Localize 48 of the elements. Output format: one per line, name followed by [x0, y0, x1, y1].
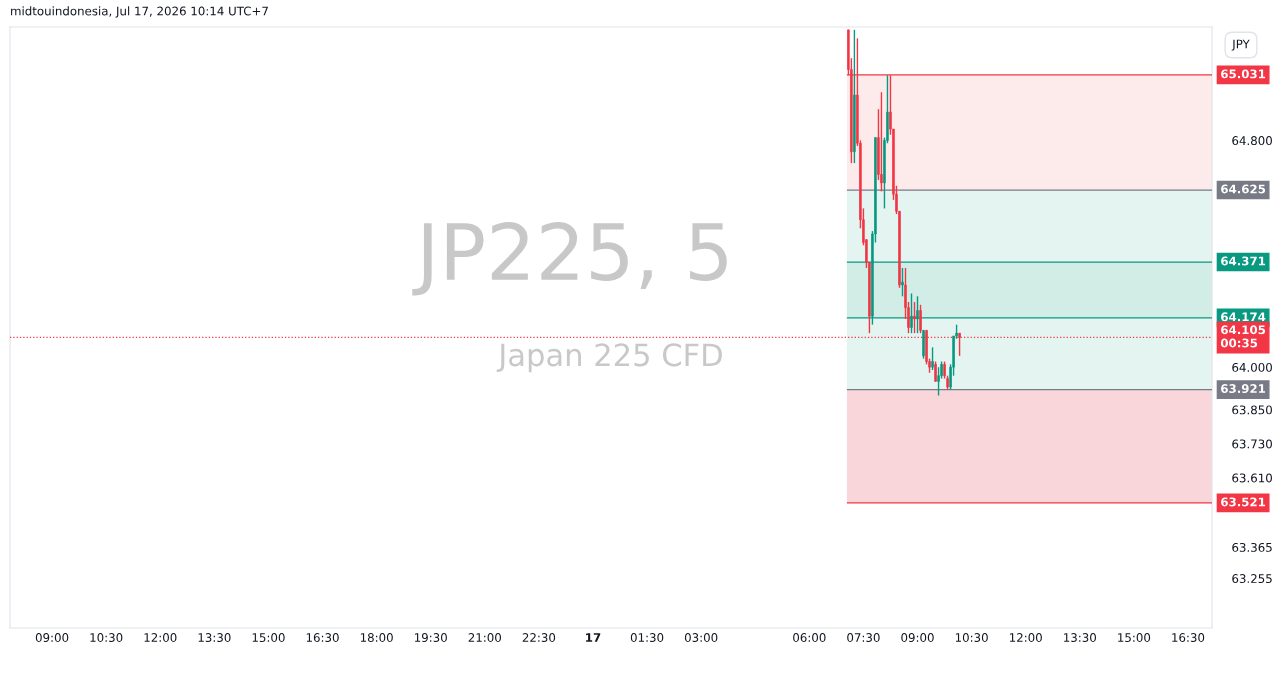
- y-tick-label: 63.255: [1232, 574, 1272, 584]
- candlestick: [910, 292, 913, 334]
- x-tick-label: 06:00: [793, 633, 826, 642]
- y-tick-label: 63.610: [1232, 473, 1272, 483]
- candlestick: [919, 304, 922, 334]
- x-tick-label: 15:00: [1118, 633, 1151, 642]
- y-tick-label: 63.850: [1232, 405, 1272, 415]
- x-tick-label: 13:30: [1064, 633, 1097, 642]
- x-tick-label: 18:00: [360, 633, 393, 642]
- x-tick-label: 12:00: [144, 633, 177, 642]
- candlestick: [934, 360, 937, 383]
- x-tick-label: 10:30: [955, 633, 988, 642]
- x-tick-label: 03:00: [684, 633, 718, 642]
- candlestick: [937, 366, 940, 397]
- candlestick: [901, 267, 904, 298]
- x-tick-label: 21:00: [468, 633, 502, 642]
- y-tick-label: 64.000: [1232, 362, 1272, 372]
- ref-line-label: 65.031: [1221, 69, 1266, 79]
- x-tick-label: 19:30: [414, 633, 447, 642]
- ref-line-label: 64.105 00:35: [1220, 325, 1266, 348]
- y-tick-label: 63.730: [1232, 439, 1272, 449]
- candlestick: [931, 346, 934, 371]
- y-axis-title: JPY: [1231, 39, 1250, 51]
- ref-line-label: 63.921: [1221, 384, 1266, 394]
- x-tick-label: 16:30: [306, 633, 339, 642]
- x-tick-label: 13:30: [198, 633, 231, 642]
- x-tick-label: 09:00: [901, 633, 934, 642]
- y-tick-label: 64.800: [1232, 136, 1272, 146]
- x-tick-label: 09:00: [35, 633, 69, 642]
- ref-line-label: 63.521: [1221, 497, 1266, 507]
- ref-line-label: 64.174: [1221, 312, 1266, 322]
- y-tick-label: 63.365: [1232, 542, 1272, 552]
- candlestick: [880, 91, 883, 193]
- ref-line-label: 64.371: [1221, 256, 1266, 266]
- x-tick-label: 15:00: [252, 633, 285, 642]
- x-tick-label: 16:30: [1172, 633, 1205, 642]
- x-tick-label: 22:30: [522, 633, 556, 642]
- chart-title: midtouindonesia, Jul 17, 2026 10:14 UTC+7: [11, 6, 268, 18]
- x-tick-label: 10:30: [90, 633, 123, 642]
- candlestick: [922, 329, 925, 360]
- x-tick-label: 07:30: [847, 633, 880, 642]
- ref-line-label: 64.625: [1221, 184, 1266, 194]
- candlestick: [913, 301, 916, 334]
- candlestick: [853, 29, 856, 164]
- x-tick-label: 12:00: [1009, 633, 1042, 642]
- x-tick-label: 17: [586, 633, 601, 642]
- candlestick: [916, 295, 919, 334]
- x-tick-label: 01:30: [630, 633, 664, 642]
